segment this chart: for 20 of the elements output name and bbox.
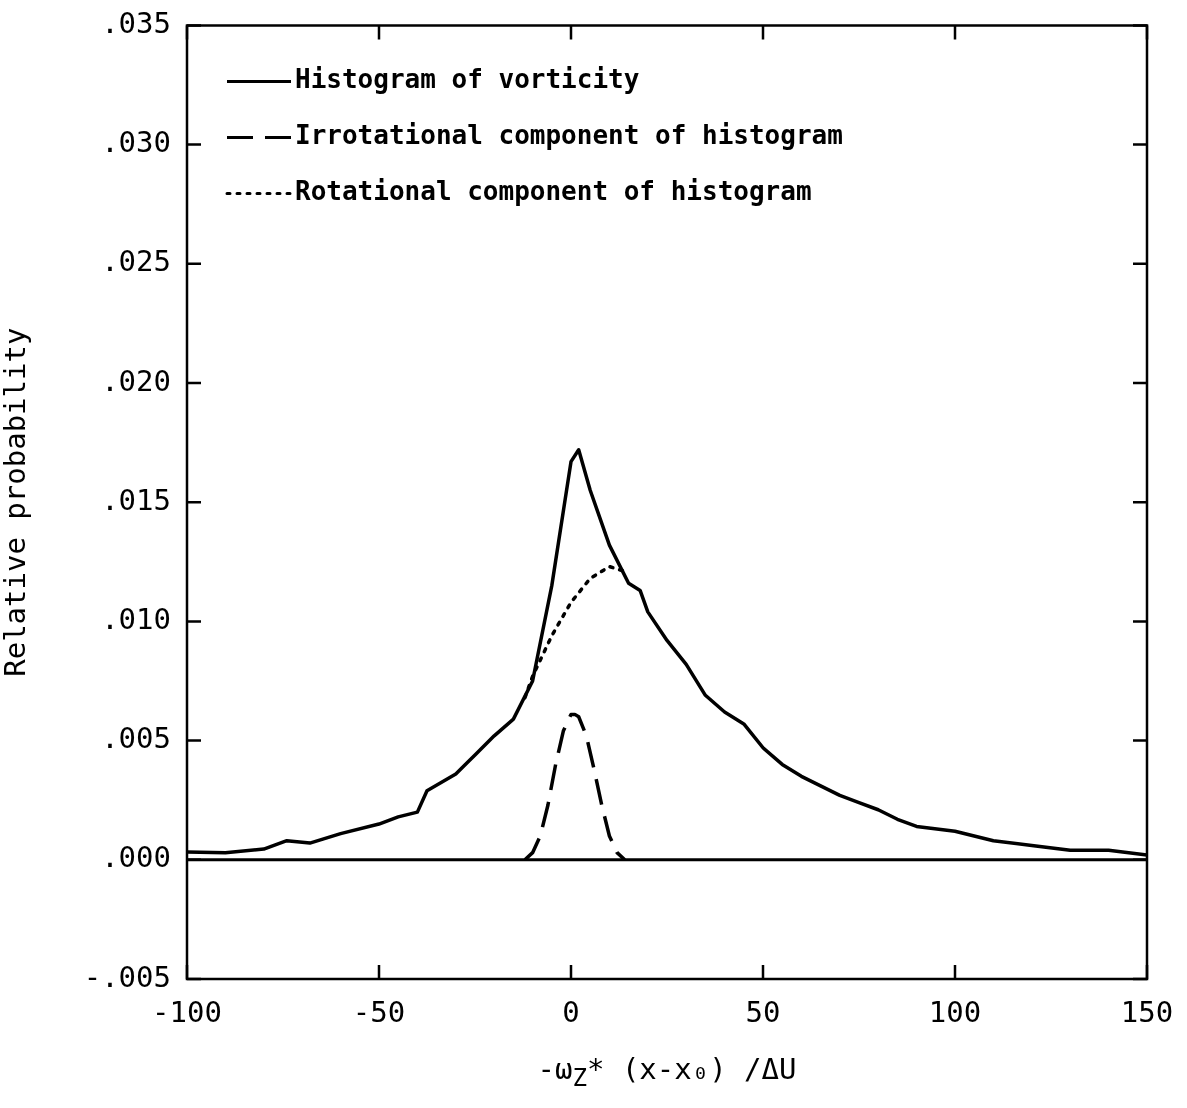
y-tick-label: .030 — [101, 125, 171, 160]
x-tick-label: -50 — [352, 994, 406, 1029]
y-tick-label: .020 — [101, 363, 171, 398]
x-tick-label: 150 — [1120, 994, 1174, 1029]
x-tick-label: -100 — [152, 994, 222, 1029]
y-tick-label: .015 — [101, 482, 171, 517]
y-tick-label: .000 — [101, 840, 171, 875]
x-tick-label: 50 — [745, 994, 781, 1029]
y-tick-label: .010 — [101, 601, 171, 636]
legend-label: Irrotational component of histogram — [295, 120, 843, 151]
x-axis-title: -ω$_{Z}$* (x-x₀) /ΔU — [536, 1052, 798, 1092]
x-tick-label: 100 — [928, 994, 982, 1029]
x-tick-label: 0 — [562, 994, 580, 1029]
y-tick-label: .025 — [101, 244, 171, 279]
y-tick-label: -.005 — [83, 959, 171, 994]
y-axis-title: Relative probability — [0, 327, 32, 677]
legend-label: Histogram of vorticity — [295, 64, 640, 95]
y-tick-label: .005 — [101, 721, 171, 756]
y-tick-label: .035 — [101, 5, 171, 40]
legend-label: Rotational component of histogram — [295, 176, 812, 207]
